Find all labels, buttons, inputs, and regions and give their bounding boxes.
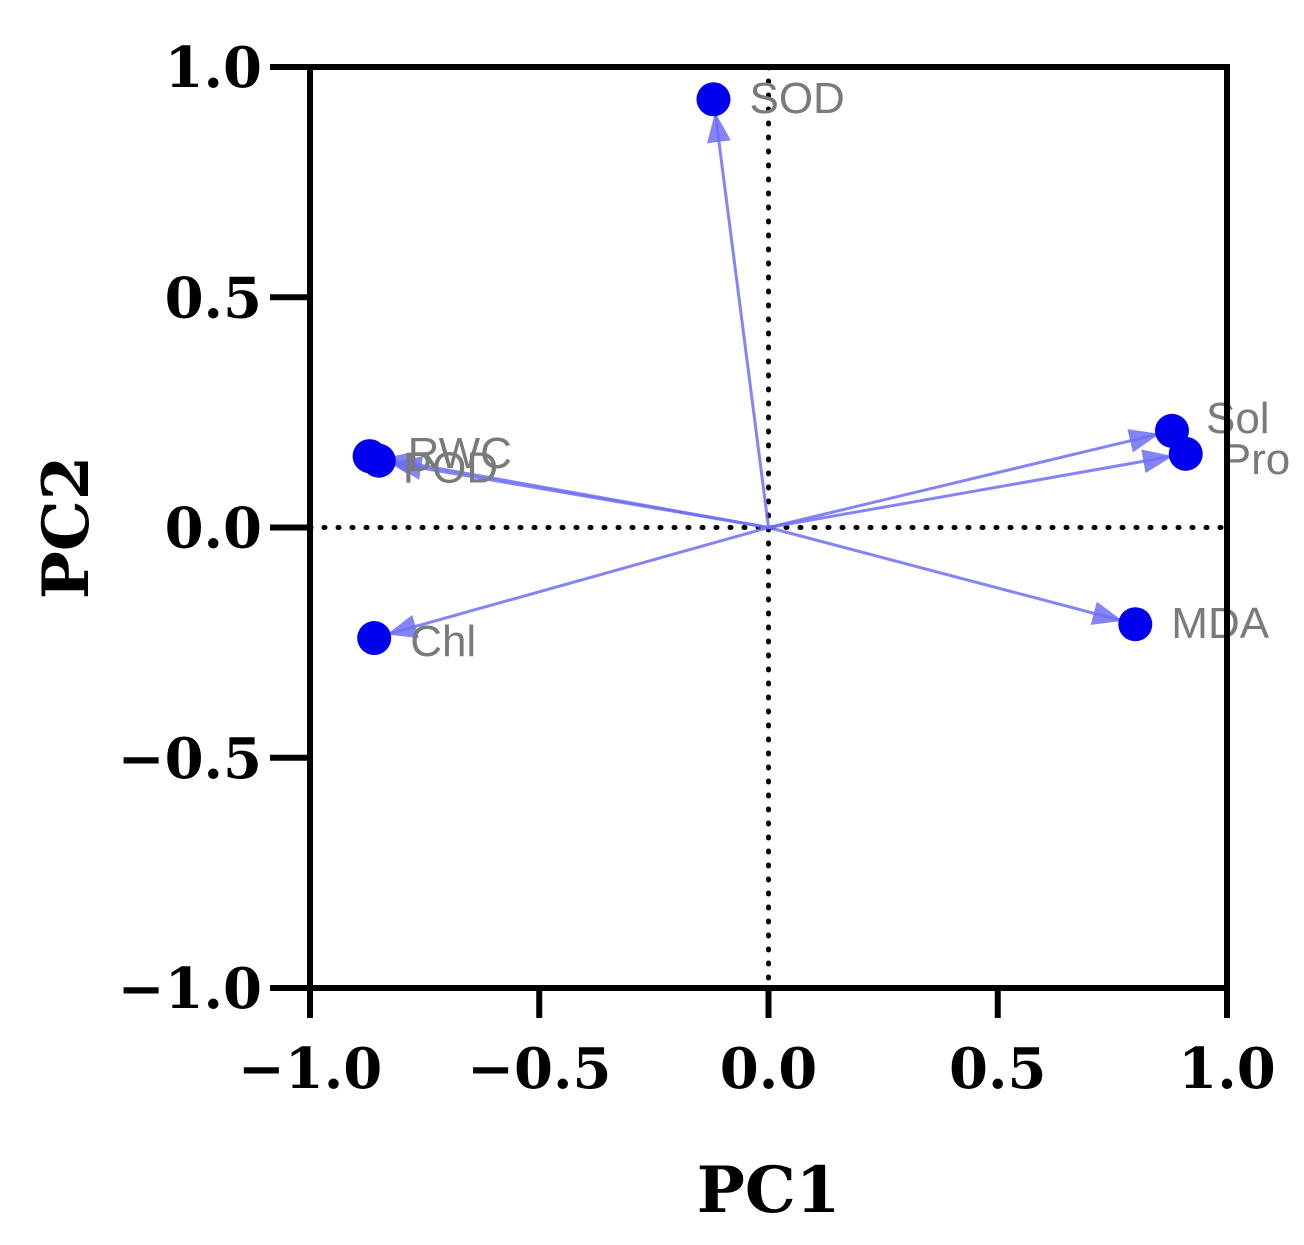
loading-arrow <box>391 456 769 529</box>
y-tick-label: −1.0 <box>118 956 262 1022</box>
x-axis-title: PC1 <box>697 1153 841 1228</box>
loading-point <box>696 82 731 117</box>
loading-points <box>352 82 1203 656</box>
loading-arrow <box>768 526 1123 625</box>
point-label: POD <box>403 444 498 493</box>
loading-arrow <box>707 112 770 528</box>
y-tick-label: 1.0 <box>165 35 262 101</box>
point-label: MDA <box>1171 599 1269 648</box>
point-label: Sol <box>1206 394 1270 443</box>
x-tick-label: 0.0 <box>720 1036 817 1102</box>
point-label: SOD <box>749 74 844 123</box>
loading-arrow <box>386 526 769 638</box>
loading-arrow <box>768 429 1160 529</box>
loading-point <box>361 443 396 478</box>
point-label: Chl <box>410 617 476 666</box>
y-axis-title: PC2 <box>29 456 104 600</box>
axis-ticks: −1.0 −0.5 0.0 0.5 1.0 −1.0 −0.5 0.0 0.5 1.0 <box>118 35 1276 1102</box>
loading-arrow <box>768 449 1173 529</box>
point-label: RWC <box>408 429 512 478</box>
loading-point <box>1168 436 1203 471</box>
loading-point <box>357 621 392 656</box>
loading-point <box>1118 607 1153 642</box>
x-tick-label: 0.5 <box>949 1036 1046 1102</box>
x-tick-label: 1.0 <box>1178 1036 1275 1102</box>
x-tick-label: −0.5 <box>467 1036 611 1102</box>
point-label: Pro <box>1222 435 1290 484</box>
x-tick-label: −1.0 <box>238 1036 382 1102</box>
y-tick-label: −0.5 <box>118 726 262 792</box>
y-tick-label: 0.0 <box>165 496 262 562</box>
y-tick-label: 0.5 <box>165 265 262 331</box>
loading-arrows <box>382 112 1173 638</box>
